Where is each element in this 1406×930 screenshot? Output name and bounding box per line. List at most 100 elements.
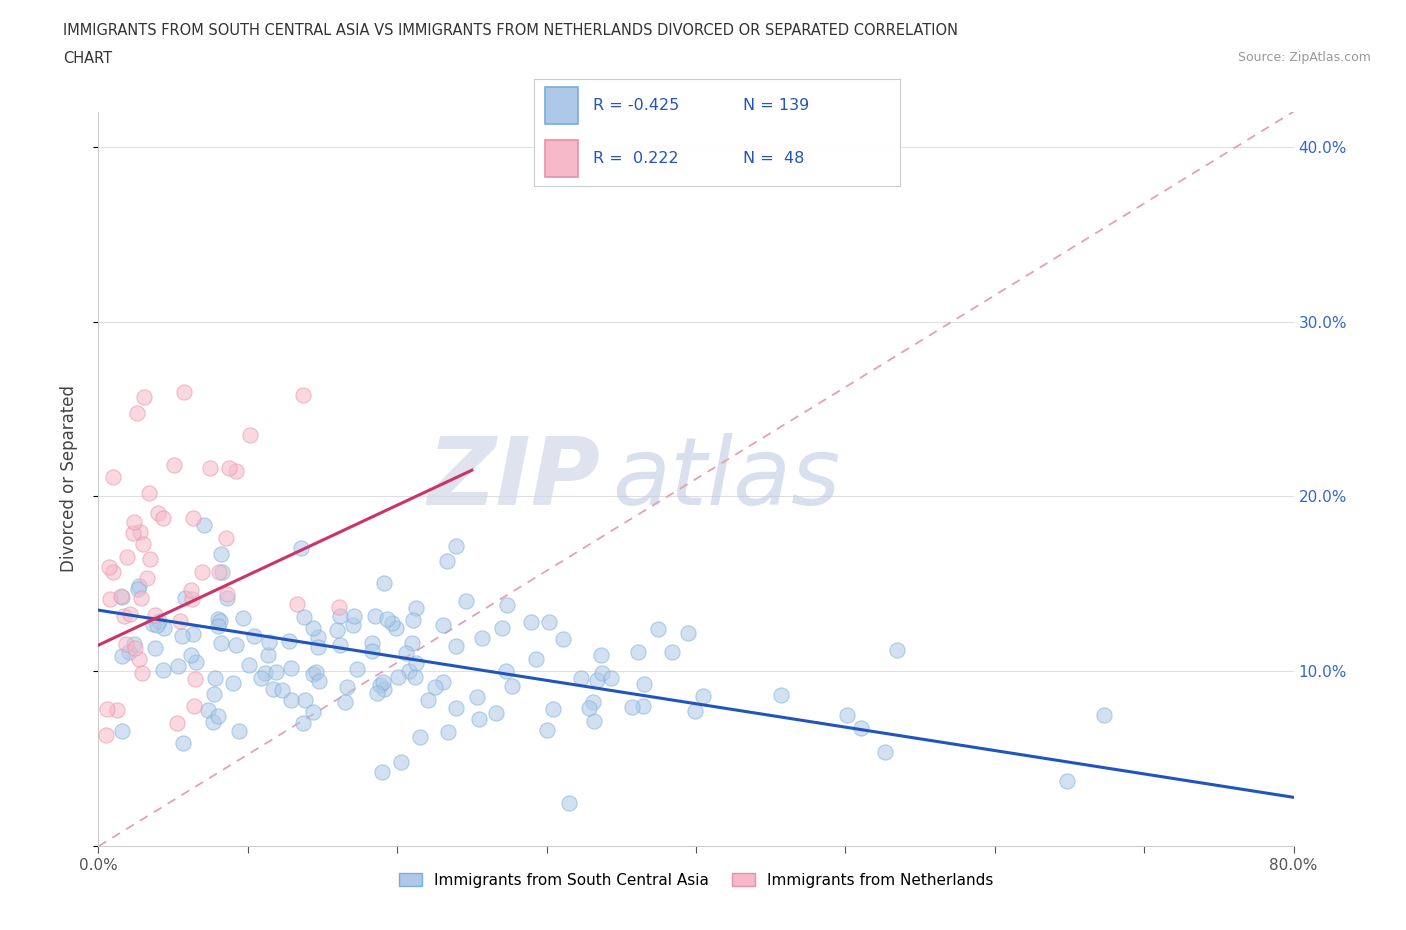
Point [373,576,395,591]
Point [271,683,294,698]
Text: N =  48: N = 48 [742,152,804,166]
Point [591,665,613,680]
Point [875,744,897,759]
Text: CHART: CHART [63,51,112,66]
Point [181,591,204,606]
Point [343,608,366,623]
Point [307,630,329,644]
Point [228,724,250,738]
Point [401,635,423,650]
Point [184,655,207,670]
Point [128,525,150,539]
Point [491,620,513,635]
Point [225,463,247,478]
Point [215,530,238,545]
Point [217,591,239,605]
Point [208,565,231,579]
Point [129,591,152,605]
Point [301,705,323,720]
Point [120,607,142,622]
Point [849,721,872,736]
Point [184,671,207,686]
Point [152,621,174,636]
Point [432,618,454,632]
Point [117,550,139,565]
Point [211,565,233,580]
Point [110,589,132,604]
Point [558,796,581,811]
Point [169,614,191,629]
Point [181,626,204,641]
Point [278,633,301,648]
Point [96,728,118,743]
Point [285,596,308,611]
Point [437,724,460,739]
Point [405,600,427,615]
Point [444,639,467,654]
Point [380,616,402,631]
Point [404,670,426,684]
Point [250,671,273,686]
Point [105,703,128,718]
Point [152,662,174,677]
Point [166,715,188,730]
Point [111,724,134,738]
Point [627,644,650,659]
Point [361,644,384,658]
Text: atlas: atlas [613,433,841,525]
Point [146,618,169,632]
Point [541,701,564,716]
Point [294,693,316,708]
Point [468,711,491,726]
Point [692,689,714,704]
Point [647,622,669,637]
Point [335,695,357,710]
Point [207,611,229,626]
Point [444,700,467,715]
Point [112,608,135,623]
Point [262,681,284,696]
Point [387,670,409,684]
Point [207,709,229,724]
Point [225,638,247,653]
Point [124,640,146,655]
Point [266,664,288,679]
Point [152,511,174,525]
Point [305,664,328,679]
Point [301,666,323,681]
Point [125,405,148,420]
Text: IMMIGRANTS FROM SOUTH CENTRAL ASIA VS IMMIGRANTS FROM NETHERLANDS DIVORCED OR SE: IMMIGRANTS FROM SOUTH CENTRAL ASIA VS IM… [63,23,959,38]
Point [202,714,225,729]
Point [180,582,202,597]
Point [118,644,141,659]
Point [204,671,226,685]
Point [131,537,153,551]
Point [127,582,149,597]
Point [138,485,160,500]
Point [371,765,394,780]
Point [368,677,391,692]
Text: N = 139: N = 139 [742,98,808,113]
Point [423,680,446,695]
Point [111,649,134,664]
Point [526,651,548,666]
Point [301,620,323,635]
Point [886,643,908,658]
Point [208,614,231,629]
Point [409,729,432,744]
Point [97,560,120,575]
Point [536,723,558,737]
Point [174,591,197,605]
Point [128,652,150,667]
Point [436,553,458,568]
Point [329,637,352,652]
Legend: Immigrants from South Central Asia, Immigrants from Netherlands: Immigrants from South Central Asia, Immi… [392,867,1000,894]
Point [328,608,350,623]
Point [373,674,395,689]
Point [465,689,488,704]
Point [170,629,193,644]
Point [342,618,364,632]
Point [172,736,194,751]
Point [173,384,195,399]
Point [259,634,281,649]
